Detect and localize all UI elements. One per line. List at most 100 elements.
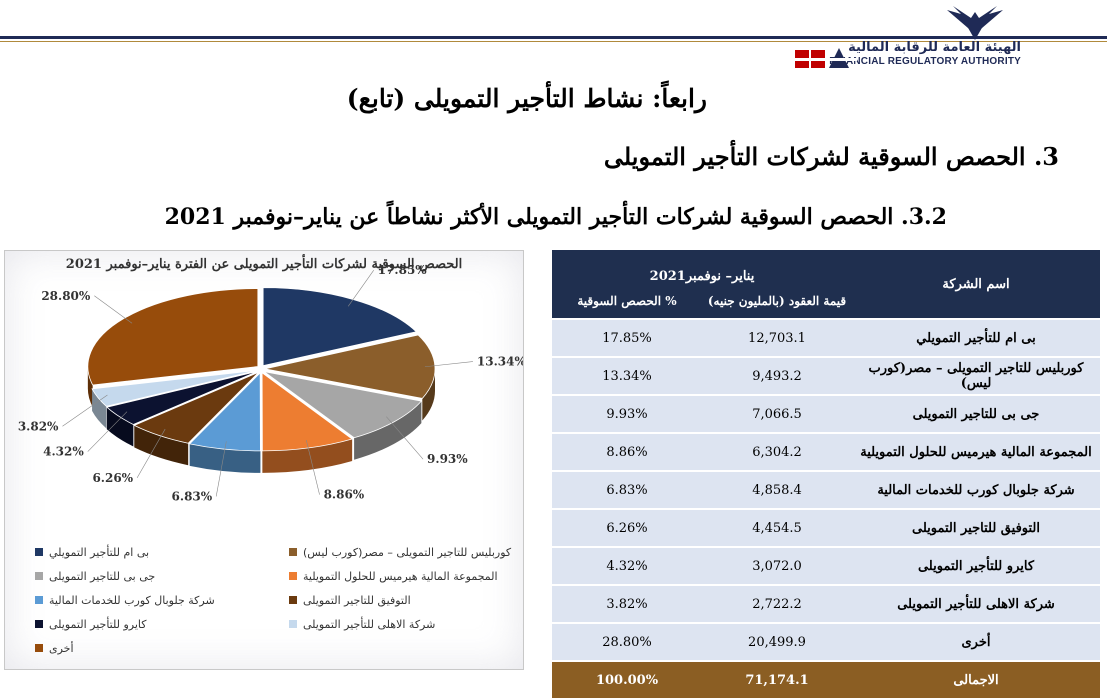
- legend-swatch: [289, 572, 297, 580]
- pie-slice-side: [422, 368, 435, 421]
- pie-slice: [264, 334, 436, 399]
- logo-text-arabic: الهيئة العامة للرقابة المالية: [848, 40, 1021, 55]
- legend-label: كوربليس للتاجير التمويلى – مصر(كورب ليس): [303, 545, 512, 559]
- value-cell: 4,858.4: [702, 470, 852, 509]
- legend-label: جى بى للتاجير التمويلى: [49, 569, 156, 583]
- pie-slice-side: [92, 388, 107, 429]
- pie-leader-line: [94, 295, 133, 324]
- legend-item: بى ام للتأجير التمويلي: [35, 543, 275, 561]
- legend-item: شركة الاهلى للتأجير التمويلى: [289, 615, 529, 633]
- chart-title: الحصص السوقية لشركات التأجير التمويلى عن…: [65, 257, 463, 272]
- total-share-cell: 100.00%: [552, 660, 702, 698]
- value-cell: 9,493.2: [702, 356, 852, 395]
- pie-data-label: 9.93%: [427, 452, 468, 466]
- market-share-table: يناير– نوفمبر2021 اسم الشركة الحصص السوق…: [552, 250, 1100, 698]
- pie-leader-line: [424, 361, 473, 368]
- pie-slice: [105, 370, 258, 425]
- share-cell: 17.85%: [552, 318, 702, 357]
- pie-slice: [87, 288, 259, 386]
- pie-slice-side: [189, 443, 261, 473]
- header-rule: [0, 36, 1107, 39]
- value-cell: 6,304.2: [702, 432, 852, 471]
- pie-slice: [133, 371, 259, 444]
- legend-swatch: [289, 620, 297, 628]
- eagle-logo-icon: [947, 6, 1003, 40]
- pie-leader-line: [215, 441, 227, 497]
- legend-label: أخرى: [49, 641, 74, 655]
- table-row: 8.86% 6,304.2 المجموعة المالية هيرميس للحل…: [552, 432, 1100, 471]
- pie-slice: [261, 372, 354, 452]
- pie-data-label: 28.80%: [41, 289, 91, 303]
- value-cell: 4,454.5: [702, 508, 852, 547]
- share-cell: 9.93%: [552, 394, 702, 433]
- legend-swatch: [35, 548, 43, 556]
- company-cell: شركة الاهلى للتأجير التمويلى: [852, 584, 1100, 623]
- chart-legend: بى ام للتأجير التمويلي كوربليس للتاجير ال…: [31, 543, 511, 663]
- company-cell: أخرى: [852, 622, 1100, 661]
- pie-chart: 17.85% 13.34% 9.93% 8.86% 6.83% 6.26% 4.32% 3.8…: [18, 263, 523, 503]
- legend-swatch: [35, 620, 43, 628]
- legend-swatch: [35, 644, 43, 652]
- share-cell: 6.26%: [552, 508, 702, 547]
- legend-swatch: [289, 596, 297, 604]
- legend-swatch: [35, 572, 43, 580]
- pie-leader-line: [87, 411, 128, 452]
- total-label-cell: الاجمالى: [852, 660, 1100, 698]
- pie-leader-line: [136, 428, 166, 479]
- pie-data-label: 6.26%: [92, 471, 133, 485]
- top-banner: [0, 0, 1107, 32]
- legend-swatch: [35, 596, 43, 604]
- logo-text-english: FINANCIAL REGULATORY AUTHORITY: [829, 56, 1021, 67]
- share-cell: 3.82%: [552, 584, 702, 623]
- subsection-title: 3.2. الحصص السوقية لشركات التأجير التموي…: [164, 204, 947, 230]
- total-value-cell: 71,174.1: [702, 660, 852, 698]
- table-row: 13.34% 9,493.2 كوربليس للتاجير التمويلى – …: [552, 356, 1100, 395]
- company-cell: المجموعة المالية هيرميس للحلول التمويلية: [852, 432, 1100, 471]
- company-cell: كوربليس للتاجير التمويلى – مصر(كورب ليس): [852, 356, 1100, 395]
- pie-data-label: 13.34%: [477, 355, 523, 369]
- value-cell: 20,499.9: [702, 622, 852, 661]
- table-row: 3.82% 2,722.2 شركة الاهلى للتأجير التمويلى: [552, 584, 1100, 623]
- share-cell: 13.34%: [552, 356, 702, 395]
- share-cell: 6.83%: [552, 470, 702, 509]
- pie-data-label: 6.83%: [172, 489, 213, 503]
- value-cell: 7,066.5: [702, 394, 852, 433]
- legend-label: التوفيق للتاجير التمويلى: [303, 593, 411, 607]
- period-header: يناير– نوفمبر2021: [649, 269, 755, 284]
- value-cell: 3,072.0: [702, 546, 852, 585]
- table-row: 28.80% 20,499.9 أخرى: [552, 622, 1100, 661]
- pie-slice-side: [262, 439, 353, 473]
- pie-data-label: 8.86%: [324, 488, 365, 502]
- value-cell: 2,722.2: [702, 584, 852, 623]
- section-title: 3. الحصص السوقية لشركات التأجير التمويلى: [603, 142, 1059, 171]
- company-cell: جى بى للتاجير التمويلى: [852, 394, 1100, 433]
- pie-slice: [188, 371, 261, 452]
- legend-label: بى ام للتأجير التمويلي: [49, 545, 150, 559]
- pie-slice: [262, 287, 418, 367]
- legend-item: كوربليس للتاجير التمويلى – مصر(كورب ليس): [289, 543, 529, 561]
- fra-mark-icon: [795, 48, 857, 68]
- pie-leader-line: [347, 269, 374, 307]
- table-row: 4.32% 3,072.0 كايرو للتأجير التمويلى: [552, 546, 1100, 585]
- table-row: 9.93% 7,066.5 جى بى للتاجير التمويلى: [552, 394, 1100, 433]
- pie-data-label: 4.32%: [43, 445, 84, 459]
- legend-item: أخرى: [35, 639, 275, 657]
- share-cell: 8.86%: [552, 432, 702, 471]
- share-col-header: الحصص السوقية %: [577, 294, 677, 308]
- legend-swatch: [289, 548, 297, 556]
- pie-data-label: 17.85%: [378, 263, 428, 277]
- pie-slice: [263, 371, 423, 439]
- company-cell: التوفيق للتاجير التمويلى: [852, 508, 1100, 547]
- total-row: 100.00% 71,174.1 الاجمالى: [552, 660, 1100, 698]
- share-cell: 28.80%: [552, 622, 702, 661]
- pie-leader-line: [62, 394, 108, 427]
- company-cell: شركة جلوبال كورب للخدمات المالية: [852, 470, 1100, 509]
- legend-label: المجموعة المالية هيرميس للحلول التمويلية: [303, 569, 498, 583]
- pie-slice-side: [134, 425, 189, 466]
- legend-label: كايرو للتأجير التمويلى: [49, 617, 147, 631]
- pie-slice: [91, 370, 258, 407]
- header-rule-accent: [0, 41, 1107, 42]
- company-cell: بى ام للتأجير التمويلي: [852, 318, 1100, 357]
- pie-leader-line: [306, 440, 320, 495]
- table-row: 6.83% 4,858.4 شركة جلوبال كورب للخدمات الم…: [552, 470, 1100, 509]
